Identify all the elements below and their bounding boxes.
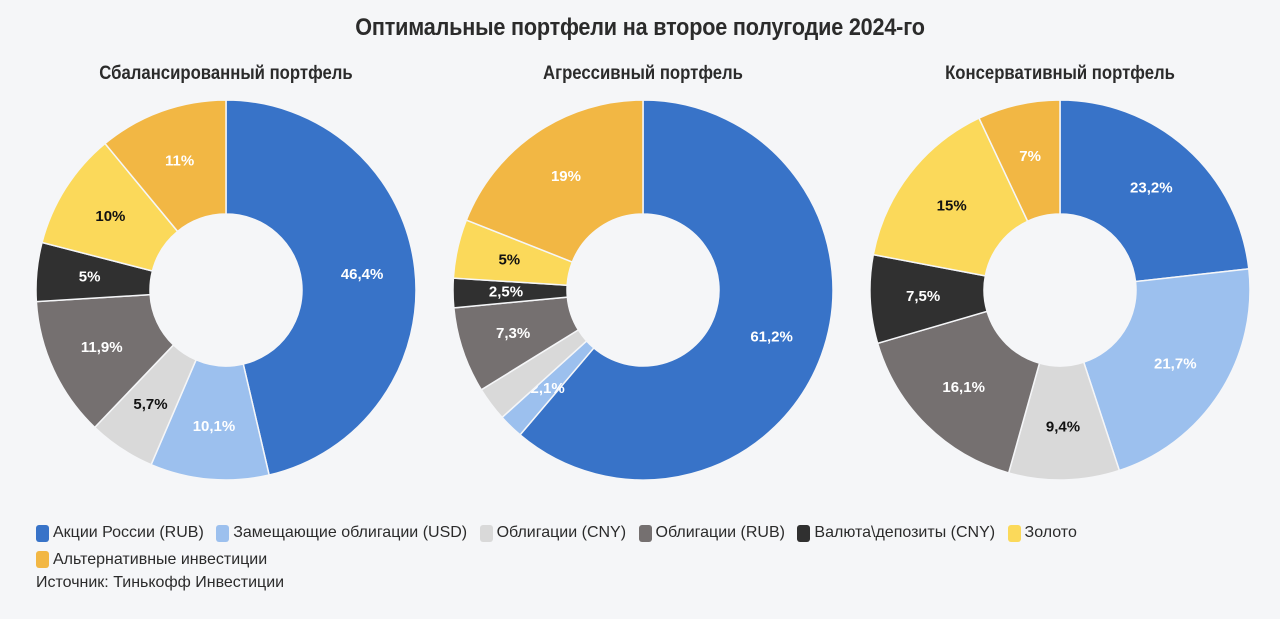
legend-label: Облигации (RUB) xyxy=(655,524,785,541)
data-label-bonds-rub: 7,3% xyxy=(496,325,530,342)
data-label-alternative-investments: 11% xyxy=(165,153,194,170)
legend-item-replacement-bonds: Замещающие облигации (USD) xyxy=(216,522,467,544)
legend-label: Акции России (RUB) xyxy=(53,524,204,541)
legend-swatch xyxy=(797,524,811,542)
data-label-alternative-investments: 7% xyxy=(1019,148,1041,165)
slice-gold xyxy=(872,117,1029,277)
legend-item-alternative: Альтернативные инвестиции xyxy=(36,549,267,571)
slice-bonds-rub xyxy=(876,310,1041,474)
legend-item-russian-stocks: Акции России (RUB) xyxy=(36,522,204,544)
data-label-gold: 15% xyxy=(937,198,967,215)
balanced-donut-chart: 46,4% 10,1% 5,7% 11,9% 5% 10% 11% xyxy=(35,99,417,481)
slice-replacement-bonds-usd xyxy=(1082,268,1251,472)
slice-alternative-investments xyxy=(103,99,227,233)
legend-label: Замещающие облигации (USD) xyxy=(233,524,468,541)
slice-alternative-investments xyxy=(465,99,644,263)
data-label-replacement-bonds-usd: 10,1% xyxy=(193,418,236,435)
legend-swatch xyxy=(216,524,230,542)
data-label-bonds-cny: 5,7% xyxy=(133,396,167,413)
legend-swatch xyxy=(36,524,49,542)
aggressive-donut-chart: 61,2%2,1%7,3%2,5%5%19% xyxy=(452,99,834,481)
slice-alternative-investments xyxy=(978,99,1061,223)
data-label-currency-deposits-cny: 2,5% xyxy=(489,284,523,301)
legend-item-bonds-rub: Облигации (RUB) xyxy=(638,522,785,544)
aggressive-portfolio-title: Агрессивный портфель xyxy=(543,63,743,84)
legend-label: Золото xyxy=(1024,524,1077,541)
legend-label: Альтернативные инвестиции xyxy=(53,550,268,568)
data-label-bonds-cny: 9,4% xyxy=(1046,418,1080,435)
slice-russian-stocks xyxy=(225,99,417,476)
legend-swatch xyxy=(1007,524,1021,542)
balanced-portfolio-title: Сбалансированный портфель xyxy=(99,63,353,84)
data-label-russian-stocks: 23,2% xyxy=(1130,179,1173,196)
slice-russian-stocks xyxy=(519,99,834,481)
data-label-bonds-rub: 11,9% xyxy=(81,339,123,356)
data-label-gold: 10% xyxy=(95,208,125,225)
source-note: Источник: Тинькофф Инвестиции xyxy=(36,574,285,591)
legend-swatch xyxy=(36,551,49,568)
legend-label: Валюта\депозиты (CNY) xyxy=(814,524,996,541)
legend-swatch xyxy=(479,524,493,542)
data-label-currency-deposits-cny: 5% xyxy=(79,268,101,285)
legend-swatch xyxy=(638,524,652,542)
legend: Акции России (RUB) Замещающие облигации … xyxy=(36,522,1136,575)
data-label-russian-stocks: 46,4% xyxy=(341,266,384,283)
data-label-russian-stocks: 61,2% xyxy=(750,329,793,346)
data-label-gold: 5% xyxy=(498,252,520,269)
chart-title: Оптимальные портфели на второе полугодие… xyxy=(355,14,925,41)
legend-item-gold: Золото xyxy=(1007,522,1077,544)
data-label-bonds-rub: 16,1% xyxy=(942,379,985,396)
data-label-replacement-bonds-usd: 21,7% xyxy=(1154,356,1197,373)
legend-item-currency-deposits: Валюта\депозиты (CNY) xyxy=(797,522,995,544)
slice-bonds-rub xyxy=(35,293,175,429)
data-label-currency-deposits-cny: 7,5% xyxy=(906,288,940,305)
conservative-donut-chart: 23,2% 21,7% 9,4% 16,1% 7,5% 15% 7% xyxy=(869,99,1251,481)
slice-russian-stocks xyxy=(1059,99,1250,283)
legend-label: Облигации (CNY) xyxy=(496,524,627,541)
data-label-alternative-investments: 19% xyxy=(551,168,581,185)
conservative-portfolio-title: Консервативный портфель xyxy=(945,63,1175,84)
legend-item-bonds-cny: Облигации (CNY) xyxy=(479,522,627,544)
